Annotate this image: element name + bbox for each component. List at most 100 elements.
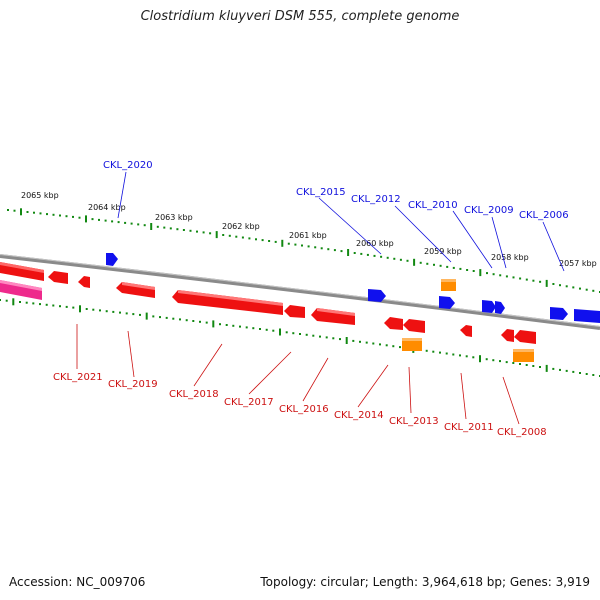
scale-minor-tick (111, 220, 114, 223)
gene-arrow-reverse[interactable] (403, 319, 425, 333)
scale-minor-tick (98, 218, 100, 221)
gene-label-reverse[interactable]: CKL_2013 (389, 416, 439, 427)
scale-minor-tick (182, 229, 185, 231)
gene-label-forward[interactable]: CKL_2006 (519, 210, 569, 221)
scale-minor-tick (492, 359, 495, 362)
scale-minor-tick (465, 355, 468, 358)
gene-label-reverse[interactable]: CKL_2017 (224, 397, 274, 408)
scale-major-tick (79, 305, 81, 313)
gene-arrow-reverse[interactable] (78, 276, 90, 288)
gene-arrow-forward[interactable] (550, 307, 568, 320)
scale-minor-tick (192, 320, 195, 322)
scale-major-tick (212, 320, 215, 328)
scale-minor-tick (552, 367, 555, 370)
scale-minor-tick (52, 304, 55, 307)
scale-label: 2058 kbp (491, 253, 529, 262)
scale-label: 2062 kbp (222, 222, 260, 231)
gene-label-reverse[interactable]: CKL_2018 (169, 389, 219, 400)
scale-minor-tick (189, 229, 192, 232)
scale-minor-tick (59, 214, 61, 217)
scale-major-tick (279, 328, 281, 336)
scale-minor-tick (72, 306, 75, 309)
gene-label-forward[interactable]: CKL_2012 (351, 194, 401, 205)
gene-arrow-forward[interactable] (482, 300, 496, 313)
scale-minor-tick (439, 264, 442, 267)
scale-minor-tick (25, 301, 28, 304)
scale-minor-tick (379, 343, 381, 346)
scale-minor-tick (532, 365, 535, 367)
scale-minor-tick (272, 329, 275, 332)
scale-label: 2063 kbp (155, 213, 193, 222)
scale-minor-tick (339, 338, 341, 341)
scale-minor-tick (13, 209, 16, 212)
scale-minor-tick (446, 265, 449, 268)
gene-label-reverse[interactable]: CKL_2019 (108, 379, 158, 390)
gene-arrow-forward[interactable] (574, 309, 600, 323)
gene-arrow-reverse[interactable] (284, 305, 305, 318)
scale-minor-tick (105, 310, 108, 313)
gene-label-forward[interactable]: CKL_2010 (408, 200, 458, 211)
scale-major-tick (145, 312, 148, 320)
scale-minor-tick (199, 320, 201, 323)
scale-label: 2061 kbp (289, 231, 327, 240)
scale-minor-tick (52, 213, 55, 216)
scale-minor-tick (399, 346, 401, 349)
scale-minor-tick (265, 328, 268, 331)
scale-minor-tick (125, 312, 128, 315)
scale-minor-tick (565, 369, 568, 372)
scale-minor-tick (143, 224, 146, 227)
scale-major-tick (545, 364, 548, 372)
gene-arrow-reverse[interactable] (514, 330, 536, 344)
gene-label-forward[interactable]: CKL_2015 (296, 187, 346, 198)
gene-label-forward[interactable]: CKL_2009 (464, 205, 514, 216)
scale-minor-tick (439, 351, 441, 354)
scale-track-lower (0, 298, 600, 377)
gene-label-reverse[interactable]: CKL_2008 (497, 427, 547, 438)
scale-minor-tick (241, 236, 244, 239)
gene-arrow-reverse[interactable] (501, 329, 514, 342)
scale-minor-tick (312, 334, 315, 337)
gene-label-reverse[interactable]: CKL_2011 (444, 422, 494, 433)
scale-minor-tick (585, 288, 588, 291)
gene-arrow-forward[interactable] (439, 296, 455, 309)
scale-minor-tick (332, 337, 335, 340)
gene-label-reverse[interactable]: CKL_2014 (334, 410, 384, 421)
scale-minor-tick (39, 303, 41, 306)
gene-arrow-forward[interactable] (495, 301, 505, 314)
scale-minor-tick (373, 254, 376, 257)
gene-arrow-reverse[interactable] (48, 271, 68, 284)
gene-label-reverse[interactable]: CKL_2021 (53, 372, 103, 383)
gene-rna[interactable] (513, 349, 534, 362)
scale-minor-tick (85, 308, 88, 310)
scale-minor-tick (294, 243, 297, 246)
scale-minor-tick (172, 317, 175, 320)
scale-minor-tick (65, 215, 68, 218)
gene-arrow-reverse[interactable] (384, 317, 403, 330)
scale-minor-tick (26, 211, 29, 213)
scale-minor-tick (525, 364, 528, 366)
gene-arrow-forward[interactable] (368, 289, 386, 302)
gene-arrow-forward[interactable] (106, 253, 118, 266)
scale-minor-tick (327, 248, 330, 251)
gene-label-reverse[interactable]: CKL_2016 (279, 404, 329, 415)
scale-major-tick (215, 231, 218, 239)
scale-major-tick (545, 279, 548, 287)
scale-minor-tick (366, 253, 369, 256)
gene-label-forward[interactable]: CKL_2020 (103, 160, 153, 171)
scale-minor-tick (340, 250, 343, 253)
scale-minor-tick (385, 344, 388, 347)
gene-arrow-reverse[interactable] (460, 325, 472, 337)
scale-minor-tick (552, 283, 555, 285)
gene-arrow-reverse[interactable] (172, 290, 283, 315)
scale-minor-tick (592, 289, 595, 292)
scale-minor-tick (119, 311, 121, 314)
scale-minor-tick (372, 342, 375, 345)
scale-minor-tick (399, 258, 402, 261)
scale-minor-tick (486, 272, 488, 275)
scale-minor-tick (380, 255, 383, 258)
scale-minor-tick (539, 366, 541, 368)
scale-minor-tick (104, 219, 107, 222)
scale-minor-tick (365, 341, 368, 344)
scale-track-upper (7, 208, 600, 293)
gene-rna[interactable] (402, 338, 422, 351)
